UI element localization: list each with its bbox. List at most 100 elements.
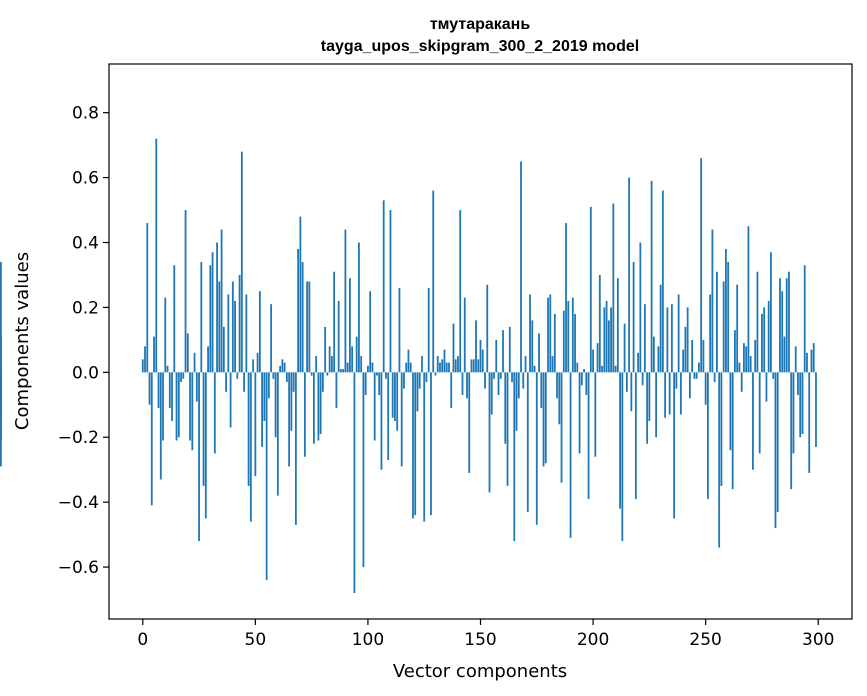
- y-tick-label: 0.2: [72, 298, 99, 318]
- bar-239: [679, 372, 682, 415]
- bar-210: [614, 365, 617, 373]
- bar-208: [610, 307, 612, 373]
- bar-228: [655, 372, 658, 438]
- bar-179: [544, 372, 547, 464]
- bar-80: [321, 372, 324, 392]
- bar-257: [720, 372, 723, 486]
- bar-78: [317, 372, 320, 441]
- bar-45: [243, 372, 245, 392]
- bar-161: [504, 372, 507, 444]
- bar-196: [583, 369, 585, 373]
- bar-109: [387, 372, 390, 460]
- bar-100: [367, 365, 369, 373]
- bar-230: [659, 284, 662, 373]
- bar-253: [711, 229, 714, 373]
- y-axis-label: Components values: [12, 252, 33, 430]
- bar-270: [749, 356, 752, 373]
- bar-189: [567, 300, 570, 373]
- bar-234: [668, 372, 671, 415]
- bar-287: [788, 271, 790, 373]
- bar-137: [450, 372, 453, 409]
- bar-271: [752, 372, 754, 470]
- bar-246: [695, 372, 698, 379]
- bar-89: [342, 369, 345, 373]
- bar-91: [346, 362, 349, 373]
- bar-203: [598, 274, 601, 373]
- bar-261: [729, 372, 732, 451]
- bar-60: [276, 372, 279, 496]
- bar-31: [211, 252, 214, 373]
- bar-20: [186, 333, 189, 373]
- bar-63: [283, 362, 286, 373]
- bar-112: [394, 372, 396, 422]
- bar-184: [556, 372, 558, 399]
- bar-151: [481, 349, 484, 373]
- bar-168: [520, 161, 522, 373]
- bar-56: [267, 372, 270, 399]
- bar-93: [351, 346, 354, 373]
- bar-181: [549, 294, 552, 373]
- bar-73: [306, 281, 309, 373]
- x-axis: 0 50 100 150 200 250 300: [137, 619, 834, 650]
- bar-22: [191, 372, 194, 451]
- bar-273: [756, 271, 759, 373]
- bar-84: [331, 356, 333, 373]
- bar-139: [454, 359, 457, 373]
- bar-255: [716, 271, 718, 373]
- x-tick-label: 250: [689, 630, 721, 650]
- bar-59: [274, 372, 277, 438]
- bar-274: [758, 372, 761, 454]
- bar-74: [308, 281, 311, 373]
- bar-undefined: [0, 372, 2, 396]
- bar-233: [666, 307, 669, 373]
- bar-128: [430, 372, 432, 516]
- bar-193: [576, 362, 579, 373]
- bar-289: [792, 372, 795, 454]
- bar-222: [641, 372, 644, 386]
- bar-138: [452, 323, 455, 373]
- bar-279: [770, 252, 772, 373]
- bar-269: [747, 226, 750, 373]
- bar-251: [707, 372, 709, 499]
- bar-282: [776, 372, 779, 512]
- bar-54: [263, 372, 266, 422]
- bar-103: [373, 372, 376, 441]
- bar-51: [256, 352, 259, 373]
- bar-199: [589, 206, 592, 373]
- bar-123: [418, 372, 421, 389]
- bar-192: [574, 313, 576, 373]
- x-tick-label: 200: [577, 630, 609, 650]
- bar-95: [355, 336, 358, 373]
- bar-79: [319, 372, 322, 434]
- bar-102: [371, 362, 374, 373]
- bar-43: [238, 274, 241, 373]
- bars-group: [0, 138, 817, 594]
- bar-290: [794, 346, 797, 373]
- bar-28: [204, 372, 207, 519]
- bar-243: [688, 372, 691, 399]
- bar-284: [781, 291, 784, 373]
- bar-86: [335, 372, 338, 409]
- bar-275: [761, 313, 763, 373]
- bar-122: [416, 372, 419, 412]
- bar-231: [661, 190, 664, 373]
- y-tick-label: 0.0: [72, 363, 99, 383]
- bar-165: [513, 372, 516, 542]
- bar-153: [486, 284, 489, 373]
- bar-232: [664, 372, 667, 418]
- bar-104: [376, 372, 378, 376]
- bar-145: [468, 372, 471, 473]
- bar-280: [772, 372, 775, 379]
- bar-10: [164, 297, 167, 373]
- chart-subtitle: tayga_upos_skipgram_300_2_2019 model: [321, 38, 639, 55]
- bar-213: [621, 372, 624, 542]
- bar-0: [141, 359, 144, 373]
- bar-252: [709, 294, 712, 373]
- bar-286: [785, 278, 788, 373]
- bar-143: [463, 297, 466, 373]
- bar-215: [625, 372, 628, 392]
- bar-69: [297, 249, 300, 373]
- bar-126: [425, 372, 428, 383]
- bar-131: [436, 356, 439, 373]
